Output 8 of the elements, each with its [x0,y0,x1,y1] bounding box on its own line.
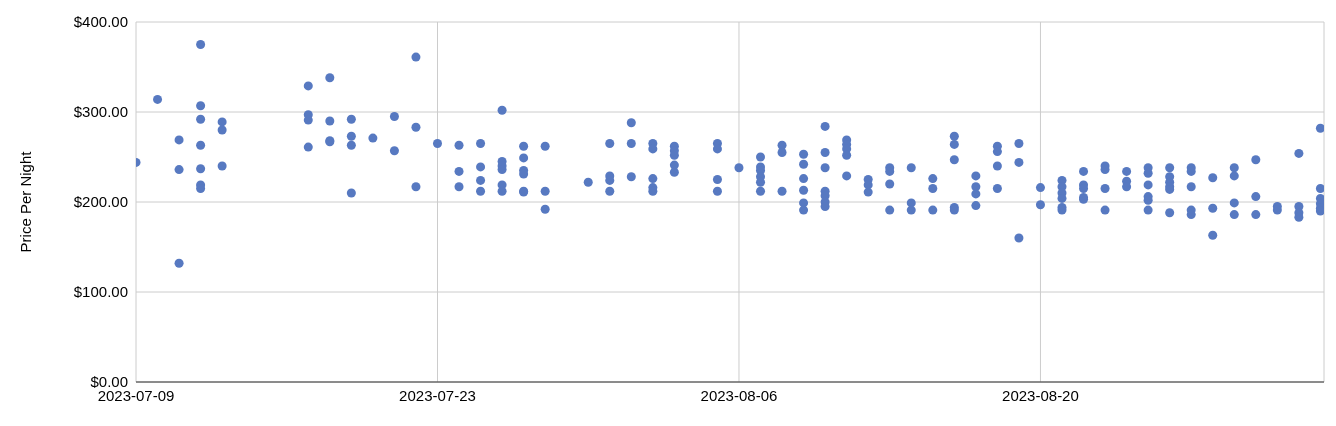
x-tick-label: 2023-08-06 [700,386,778,404]
y-tick-label: $400.00 [73,13,128,31]
y-tick-label: $200.00 [73,193,128,211]
y-tick-label: $300.00 [73,103,128,121]
x-tick-label: 2023-08-20 [1002,386,1079,404]
y-axis-title: Price Per Night [17,150,35,253]
y-tick-label: $100.00 [73,283,128,301]
x-tick-label: 2023-07-23 [399,386,476,404]
